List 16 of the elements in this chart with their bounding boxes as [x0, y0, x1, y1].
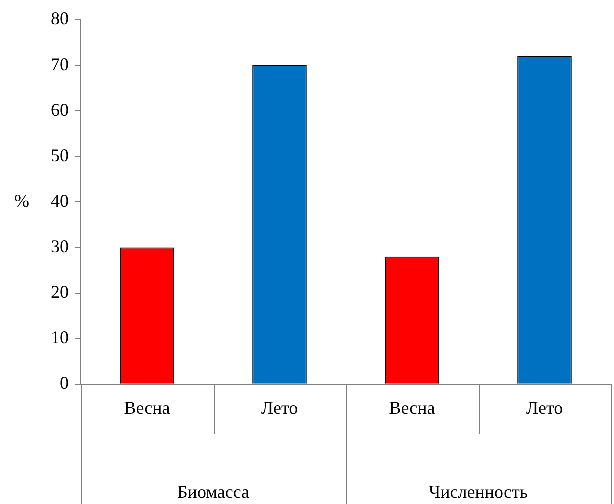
text: Биомасса: [177, 482, 250, 502]
y-tick-label: 40: [51, 190, 69, 211]
x-tick-label: Весна: [124, 398, 170, 418]
y-tick-label: 10: [51, 328, 69, 348]
x-tick-label: Лето: [526, 398, 564, 418]
y-tick-label: 20: [51, 282, 69, 302]
y-tick-label: 50: [51, 145, 69, 166]
x-tick-label: Лето: [261, 398, 298, 418]
y-tick-label: 0: [60, 373, 69, 394]
x-tick-label: Весна: [389, 398, 436, 418]
y-tick-label: 70: [51, 54, 69, 74]
y-axis-title: %: [14, 190, 30, 211]
text: Численность: [428, 482, 528, 502]
y-tick-label: 60: [51, 100, 69, 120]
y-tick-label: 80: [51, 8, 69, 29]
y-tick-label: 30: [51, 236, 69, 256]
